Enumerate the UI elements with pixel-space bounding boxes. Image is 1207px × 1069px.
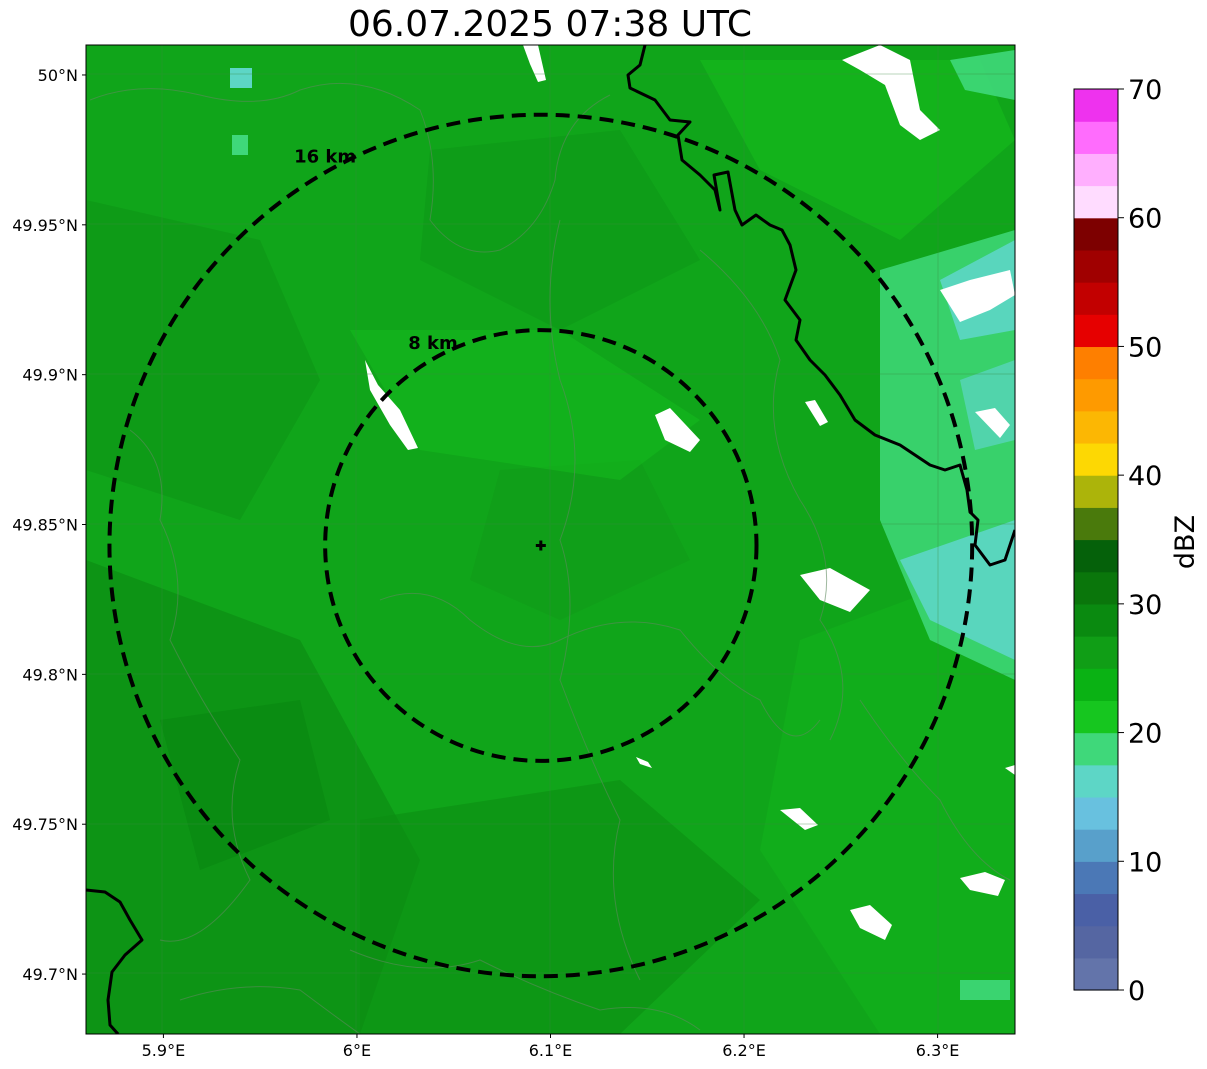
colorbar-segment (1074, 89, 1118, 122)
colorbar-segment (1074, 507, 1118, 541)
colorbar-segment (1074, 571, 1118, 605)
colorbar-segment (1074, 957, 1118, 991)
lat-tick-label: 50°N (38, 66, 78, 85)
colorbar-segment (1074, 282, 1118, 315)
colorbar-segment (1074, 153, 1118, 187)
range-rings: 8 km 16 km (107, 112, 975, 979)
colorbar-tick-label: 10 (1128, 847, 1162, 878)
colorbar-segment (1074, 539, 1118, 573)
range-ring (323, 328, 759, 763)
colorbar-segment (1074, 346, 1118, 380)
range-ring-label: 8 km (408, 333, 458, 354)
lon-tick-label: 6.2°E (722, 1041, 766, 1060)
colorbar-segment (1074, 410, 1118, 444)
colorbar-segment (1074, 314, 1118, 348)
reflectivity-patches (86, 45, 1015, 1034)
colorbar-segment (1074, 861, 1118, 895)
colorbar-segment (1074, 668, 1118, 701)
lon-tick-label: 6.1°E (529, 1041, 573, 1060)
lon-tick-label: 6°E (343, 1041, 371, 1060)
lon-tick-label: 5.9°E (142, 1041, 186, 1060)
colorbar-segment (1074, 475, 1118, 508)
colorbar-segment (1074, 378, 1118, 412)
colorbar-tick-label: 40 (1128, 461, 1162, 492)
colorbar-segment (1074, 603, 1118, 637)
colorbar-label: dBZ (1170, 515, 1201, 569)
colorbar-tick-label: 50 (1128, 332, 1162, 363)
colorbar-segment (1074, 764, 1118, 798)
colorbar-tick-label: 30 (1128, 590, 1162, 621)
longitude-axis: 5.9°E 6°E 6.1°E 6.2°E 6.3°E (142, 1034, 960, 1060)
colorbar-segment (1074, 893, 1118, 927)
colorbar-segment (1074, 121, 1118, 154)
radar-site-marker (535, 540, 546, 551)
colorbar-tick-label: 70 (1128, 75, 1162, 106)
latitude-axis: 50°N 49.95°N 49.9°N 49.85°N 49.8°N 49.75°N 49.… (12, 66, 86, 984)
colorbar-segment (1074, 732, 1118, 766)
lon-tick-label: 6.3°E (916, 1041, 960, 1060)
colorbar-segment (1074, 185, 1118, 219)
colorbar-segment (1074, 217, 1118, 251)
colorbar-tick-label: 0 (1128, 976, 1145, 1007)
lat-tick-label: 49.8°N (22, 665, 78, 684)
colorbar-segment (1074, 925, 1118, 959)
colorbar-segment (1074, 796, 1118, 830)
colorbar-tick-label: 20 (1128, 719, 1162, 750)
range-ring-label: 16 km (294, 146, 356, 167)
colorbar-frame (1073, 88, 1119, 991)
colorbar-segment (1074, 442, 1118, 476)
colorbar-segment (1074, 636, 1118, 669)
range-ring (107, 112, 975, 979)
colorbar-segment (1074, 700, 1118, 734)
colorbar-tick-label: 60 (1128, 204, 1162, 235)
lat-tick-label: 49.7°N (22, 965, 78, 984)
lat-tick-label: 49.85°N (12, 516, 78, 535)
colorbar: 0 10 20 30 40 50 60 70 (1073, 75, 1162, 1007)
colorbar-segment (1074, 249, 1118, 283)
chart-title: 06.07.2025 07:38 UTC (347, 4, 753, 45)
lat-tick-label: 49.9°N (22, 366, 78, 385)
lat-tick-label: 49.75°N (12, 815, 78, 834)
lat-tick-label: 49.95°N (12, 216, 78, 235)
colorbar-segment (1074, 829, 1118, 862)
